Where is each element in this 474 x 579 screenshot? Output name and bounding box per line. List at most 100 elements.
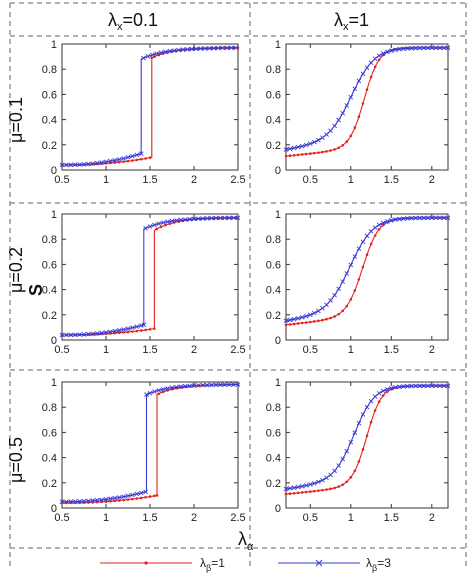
data-point	[296, 322, 300, 325]
data-point	[163, 49, 168, 55]
column-header-2: λx=1	[334, 10, 369, 33]
data-point	[103, 159, 109, 165]
y-tick-label: 0	[51, 503, 57, 515]
data-point	[287, 486, 293, 491]
data-point	[433, 215, 439, 221]
data-point	[345, 480, 349, 484]
data-point	[341, 144, 345, 147]
panel-6: 0 0.2 0.4 0.6 0.8 1 0.5 1 1.5 2	[266, 377, 451, 524]
data-point	[117, 160, 121, 164]
data-point	[316, 479, 321, 485]
data-point	[356, 246, 362, 251]
data-point	[373, 234, 377, 237]
data-point	[291, 145, 297, 151]
panel-1: 0 0.2 0.4 0.6 0.8 1 0.5 1 1.5 2 2.5	[42, 39, 246, 186]
data-point	[300, 153, 304, 156]
data-point	[328, 472, 333, 478]
data-point	[144, 392, 149, 397]
data-point	[441, 383, 447, 389]
data-point	[108, 496, 113, 502]
data-point	[122, 498, 125, 502]
data-point	[130, 492, 135, 498]
data-point	[337, 312, 340, 316]
data-point	[372, 56, 378, 62]
data-point	[167, 48, 173, 54]
data-point	[130, 153, 135, 159]
data-point	[166, 389, 169, 392]
data-point	[121, 156, 126, 161]
data-point	[116, 157, 122, 162]
data-point	[153, 494, 156, 498]
data-point	[329, 149, 332, 152]
data-point	[324, 132, 329, 137]
column-header-1: λx=0.1	[108, 10, 158, 33]
data-point	[182, 383, 188, 389]
data-point	[393, 217, 398, 222]
data-point	[384, 219, 390, 224]
data-point	[299, 315, 305, 320]
data-point	[320, 305, 325, 311]
data-point	[143, 489, 148, 495]
data-point	[178, 384, 184, 389]
y-tick-label: 0.2	[42, 140, 57, 152]
data-point	[117, 331, 121, 335]
data-point	[365, 434, 369, 438]
data-point	[340, 456, 346, 462]
data-point	[320, 477, 325, 483]
data-point	[207, 45, 212, 51]
data-point	[341, 309, 345, 313]
data-point	[317, 319, 320, 323]
data-point	[138, 490, 144, 496]
data-point	[160, 386, 166, 392]
data-point	[381, 394, 385, 397]
data-point	[81, 498, 87, 504]
data-point	[360, 71, 366, 77]
data-point	[200, 216, 206, 221]
x-tick-label: 0.5	[303, 512, 318, 524]
data-point	[284, 492, 288, 496]
data-point	[437, 215, 443, 221]
data-point	[376, 222, 382, 228]
data-point	[202, 46, 208, 51]
data-point	[357, 115, 361, 119]
data-point	[307, 141, 313, 147]
data-point	[99, 160, 104, 165]
data-point	[312, 310, 317, 316]
data-point	[296, 491, 300, 495]
plot-area	[285, 213, 449, 341]
data-point	[353, 126, 357, 130]
data-point	[364, 65, 370, 70]
x-tick-label: 2.5	[230, 174, 245, 186]
data-point	[231, 382, 236, 387]
series-line-lambda-beta-3	[62, 383, 238, 503]
data-point	[94, 160, 100, 166]
data-point	[421, 215, 427, 221]
data-point	[116, 328, 122, 333]
data-point	[401, 46, 406, 52]
y-tick-label: 0	[275, 503, 281, 515]
data-point	[329, 316, 332, 320]
data-point	[187, 383, 192, 389]
data-point	[296, 153, 300, 157]
data-point	[144, 157, 147, 160]
plot-area	[61, 381, 239, 509]
data-point	[287, 146, 293, 152]
y-tick-label: 0.6	[42, 259, 57, 271]
data-point	[200, 382, 206, 388]
data-point	[321, 318, 324, 322]
data-point	[349, 476, 353, 479]
x-tick-label: 1.5	[384, 344, 399, 356]
data-point	[413, 383, 418, 389]
y-tick-label: 0	[275, 165, 281, 177]
y-tick-label: 0.6	[42, 89, 57, 101]
data-point	[152, 389, 157, 394]
data-point	[148, 156, 152, 160]
data-point	[284, 323, 288, 327]
data-point	[332, 468, 337, 474]
data-point	[233, 45, 239, 51]
data-point	[138, 323, 144, 328]
data-point	[213, 382, 219, 388]
x-tick-label: 2	[191, 344, 197, 356]
data-point	[139, 157, 143, 161]
